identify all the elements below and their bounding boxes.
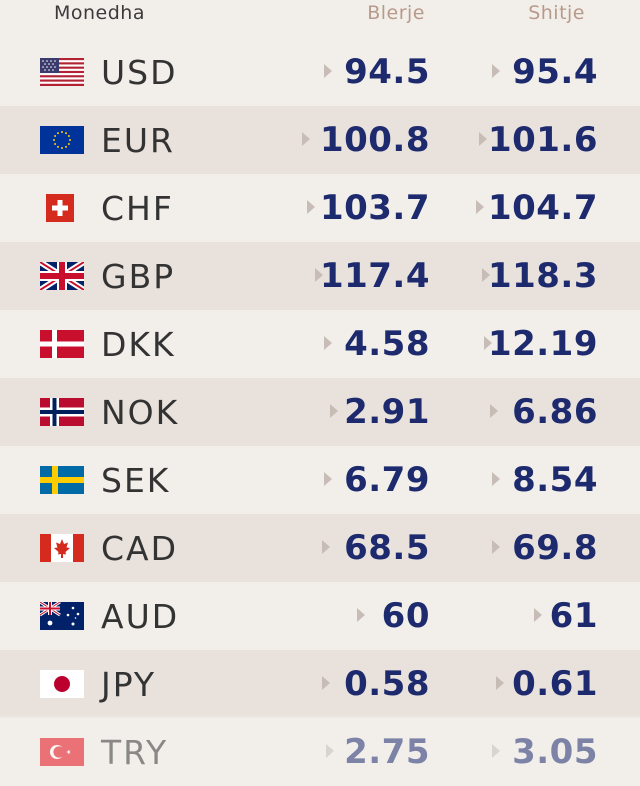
- sell-rate: 118.3: [487, 256, 598, 296]
- caret-right-icon: [492, 744, 500, 758]
- sell-rate: 6.86: [512, 392, 598, 432]
- caret-right-icon: [476, 200, 484, 214]
- caret-right-icon: [315, 268, 323, 282]
- table-header: Monedha Blerje Shitje: [0, 0, 640, 38]
- sell-rate: 8.54: [512, 460, 598, 500]
- sell-rate: 101.6: [487, 120, 598, 160]
- tr-flag-icon: [40, 738, 84, 766]
- table-row[interactable]: EUR 100.8 101.6: [0, 106, 640, 174]
- sell-rate: 104.7: [487, 188, 598, 228]
- caret-right-icon: [490, 404, 498, 418]
- caret-right-icon: [330, 404, 338, 418]
- caret-right-icon: [322, 676, 330, 690]
- table-row[interactable]: USD 94.5 95.4: [0, 38, 640, 106]
- caret-right-icon: [496, 676, 504, 690]
- currency-code: EUR: [101, 121, 175, 160]
- currency-code: TRY: [101, 733, 169, 772]
- table-row[interactable]: TRY 2.75 3.05: [0, 718, 640, 786]
- caret-right-icon: [326, 744, 334, 758]
- currency-table: USD 94.5 95.4 EUR 100.8 101.6: [0, 38, 640, 786]
- caret-right-icon: [492, 64, 500, 78]
- sell-rate: 0.61: [512, 664, 598, 704]
- table-row[interactable]: AUD 60 61: [0, 582, 640, 650]
- buy-rate: 100.8: [319, 120, 430, 160]
- caret-right-icon: [484, 336, 492, 350]
- table-row[interactable]: DKK 4.58 12.19: [0, 310, 640, 378]
- currency-code: USD: [101, 53, 178, 92]
- jp-flag-icon: [40, 670, 84, 698]
- caret-right-icon: [324, 336, 332, 350]
- buy-rate: 2.75: [344, 732, 430, 772]
- table-row[interactable]: CAD 68.5 69.8: [0, 514, 640, 582]
- au-flag-icon: [40, 602, 84, 630]
- table-row[interactable]: NOK 2.91 6.86: [0, 378, 640, 446]
- currency-code: JPY: [101, 665, 157, 704]
- sell-rate: 95.4: [512, 52, 598, 92]
- sell-rate: 69.8: [512, 528, 598, 568]
- caret-right-icon: [534, 608, 542, 622]
- buy-rate: 117.4: [319, 256, 430, 296]
- column-header-buy: Blerje: [367, 2, 425, 24]
- buy-rate: 94.5: [344, 52, 430, 92]
- currency-code: GBP: [101, 257, 176, 296]
- buy-rate: 6.79: [344, 460, 430, 500]
- sell-rate: 61: [549, 596, 598, 636]
- eu-flag-icon: [40, 126, 84, 154]
- caret-right-icon: [307, 200, 315, 214]
- currency-code: AUD: [101, 597, 180, 636]
- ca-flag-icon: [40, 534, 84, 562]
- buy-rate: 68.5: [344, 528, 430, 568]
- caret-right-icon: [492, 472, 500, 486]
- caret-right-icon: [479, 132, 487, 146]
- caret-right-icon: [492, 540, 500, 554]
- ch-flag-icon: [40, 194, 84, 222]
- caret-right-icon: [482, 268, 490, 282]
- currency-code: CHF: [101, 189, 174, 228]
- caret-right-icon: [322, 540, 330, 554]
- buy-rate: 103.7: [319, 188, 430, 228]
- table-row[interactable]: SEK 6.79 8.54: [0, 446, 640, 514]
- currency-code: SEK: [101, 461, 171, 500]
- se-flag-icon: [40, 466, 84, 494]
- buy-rate: 4.58: [344, 324, 430, 364]
- currency-code: NOK: [101, 393, 180, 432]
- currency-code: DKK: [101, 325, 176, 364]
- caret-right-icon: [357, 608, 365, 622]
- table-row[interactable]: GBP 117.4 118.3: [0, 242, 640, 310]
- dk-flag-icon: [40, 330, 84, 358]
- caret-right-icon: [324, 64, 332, 78]
- column-header-currency: Monedha: [54, 2, 145, 24]
- table-row[interactable]: CHF 103.7 104.7: [0, 174, 640, 242]
- buy-rate: 2.91: [344, 392, 430, 432]
- currency-code: CAD: [101, 529, 179, 568]
- buy-rate: 60: [381, 596, 430, 636]
- caret-right-icon: [324, 472, 332, 486]
- caret-right-icon: [302, 132, 310, 146]
- sell-rate: 3.05: [512, 732, 598, 772]
- sell-rate: 12.19: [487, 324, 598, 364]
- table-row[interactable]: JPY 0.58 0.61: [0, 650, 640, 718]
- column-header-sell: Shitje: [528, 2, 585, 24]
- us-flag-icon: [40, 58, 84, 86]
- no-flag-icon: [40, 398, 84, 426]
- gb-flag-icon: [40, 262, 84, 290]
- buy-rate: 0.58: [344, 664, 430, 704]
